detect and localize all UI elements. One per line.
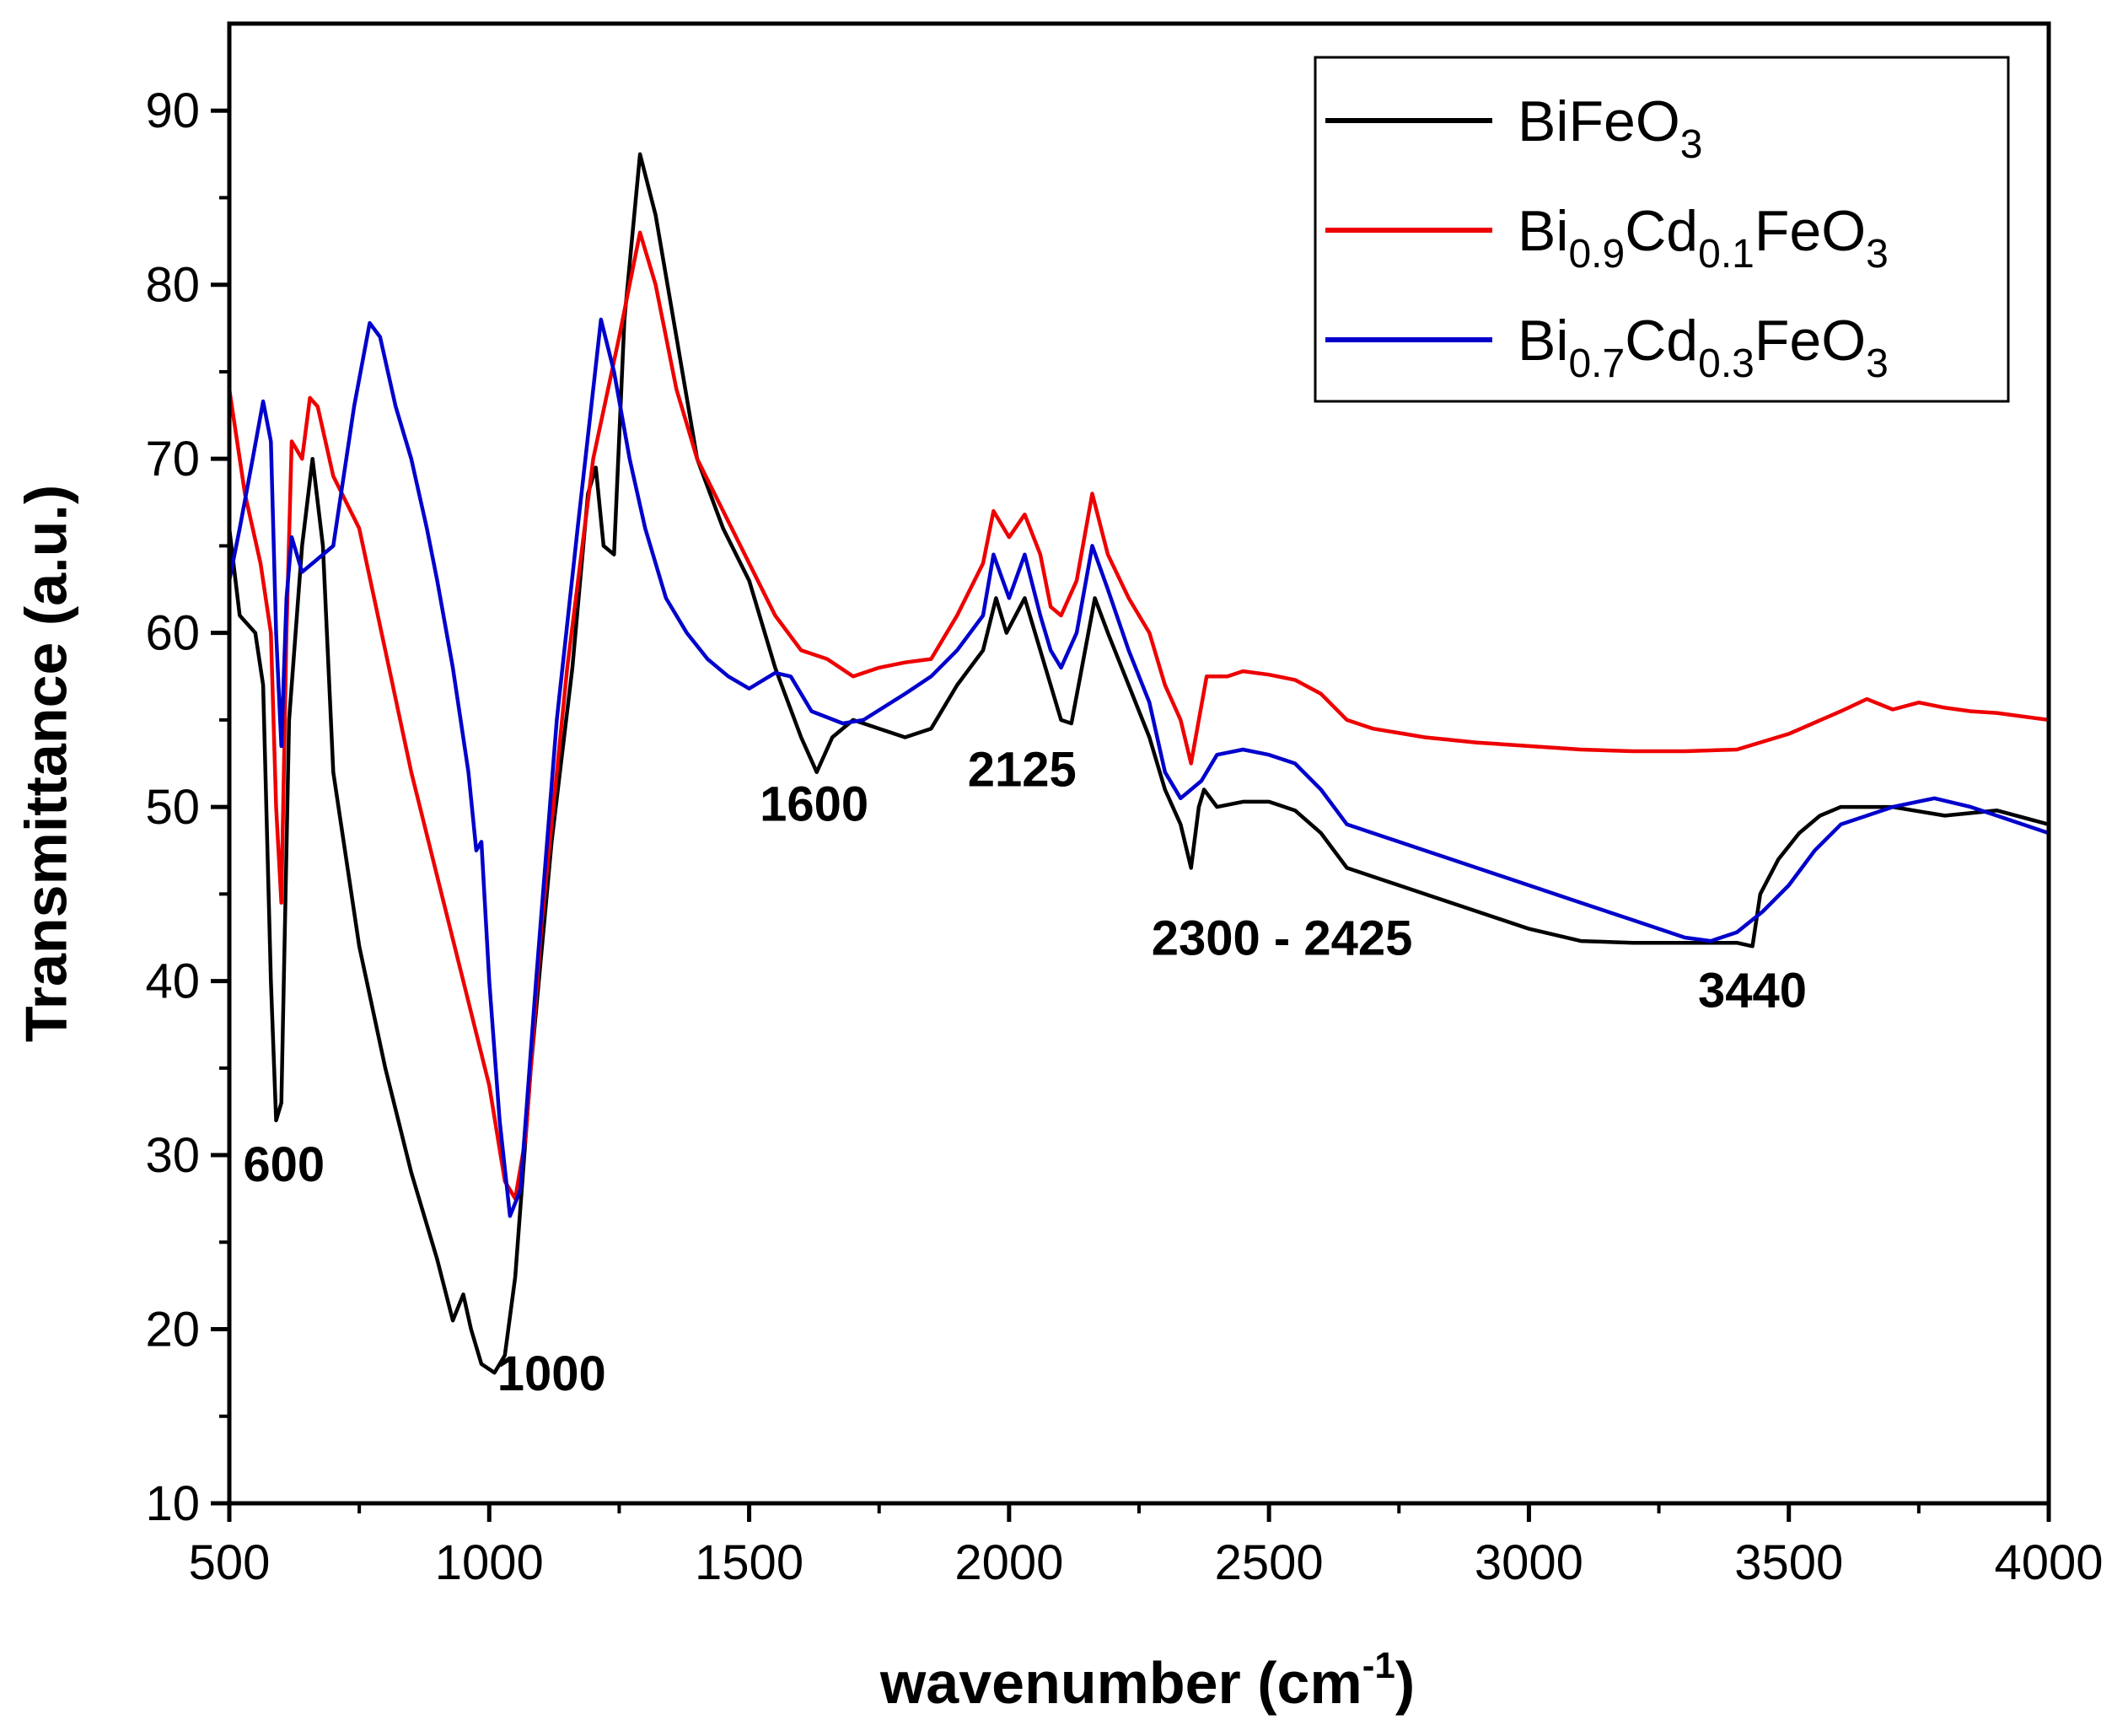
y-tick-label: 10 [145,1476,200,1531]
x-axis-label-superscript: -1 [1362,1645,1395,1686]
y-tick-label: 70 [145,432,200,486]
series-line-1 [227,152,2050,1375]
legend: BiFeO3 Bi0.9Cd0.1FeO3 Bi0.7Cd0.3FeO3 [1314,56,2010,403]
peak-annotation: 3440 [1698,964,1807,1018]
y-tick-label: 40 [145,954,200,1009]
peak-annotation: 1600 [760,777,868,832]
y-tick-label: 60 [145,606,200,661]
x-tick-label: 1500 [695,1535,803,1590]
y-tick-label: 30 [145,1128,200,1183]
y-tick-label: 80 [145,258,200,313]
peak-annotation: 600 [243,1137,325,1192]
x-axis-label: wavenumber (cm-1) [879,1645,1415,1716]
x-tick-label: 500 [189,1535,271,1590]
series-layer [227,152,2050,1375]
y-axis-label: Transmittance (a.u.) [13,485,78,1042]
ticks-layer: 500 1000 1500 2000 2500 3000 3500 4000 10 20 30 40 5… [145,83,2103,1590]
x-tick-label: 3500 [1734,1535,1843,1590]
x-tick-label: 1000 [435,1535,544,1590]
annotations-layer: 600 1000 1600 2125 2300 - 2425 3440 [243,742,1807,1400]
y-tick-label: 50 [145,780,200,835]
x-tick-label: 2500 [1215,1535,1324,1590]
y-tick-label: 90 [145,83,200,138]
x-tick-label: 4000 [1994,1535,2103,1590]
peak-annotation: 2125 [968,742,1077,797]
legend-label: Bi0.7Cd0.3FeO3 [1518,309,1889,386]
legend-label: BiFeO3 [1518,89,1702,167]
peak-annotation: 2300 - 2425 [1152,911,1413,966]
series-line-3 [227,317,2050,1218]
y-tick-label: 20 [145,1303,200,1357]
x-axis-label-text: wavenumber (cm [879,1650,1362,1716]
x-tick-label: 2000 [954,1535,1063,1590]
x-tick-label: 3000 [1475,1535,1583,1590]
x-axis-label-close: ) [1395,1650,1415,1716]
peak-annotation: 1000 [497,1346,606,1401]
legend-label: Bi0.9Cd0.1FeO3 [1518,199,1889,277]
series-line-2 [227,230,2050,1201]
